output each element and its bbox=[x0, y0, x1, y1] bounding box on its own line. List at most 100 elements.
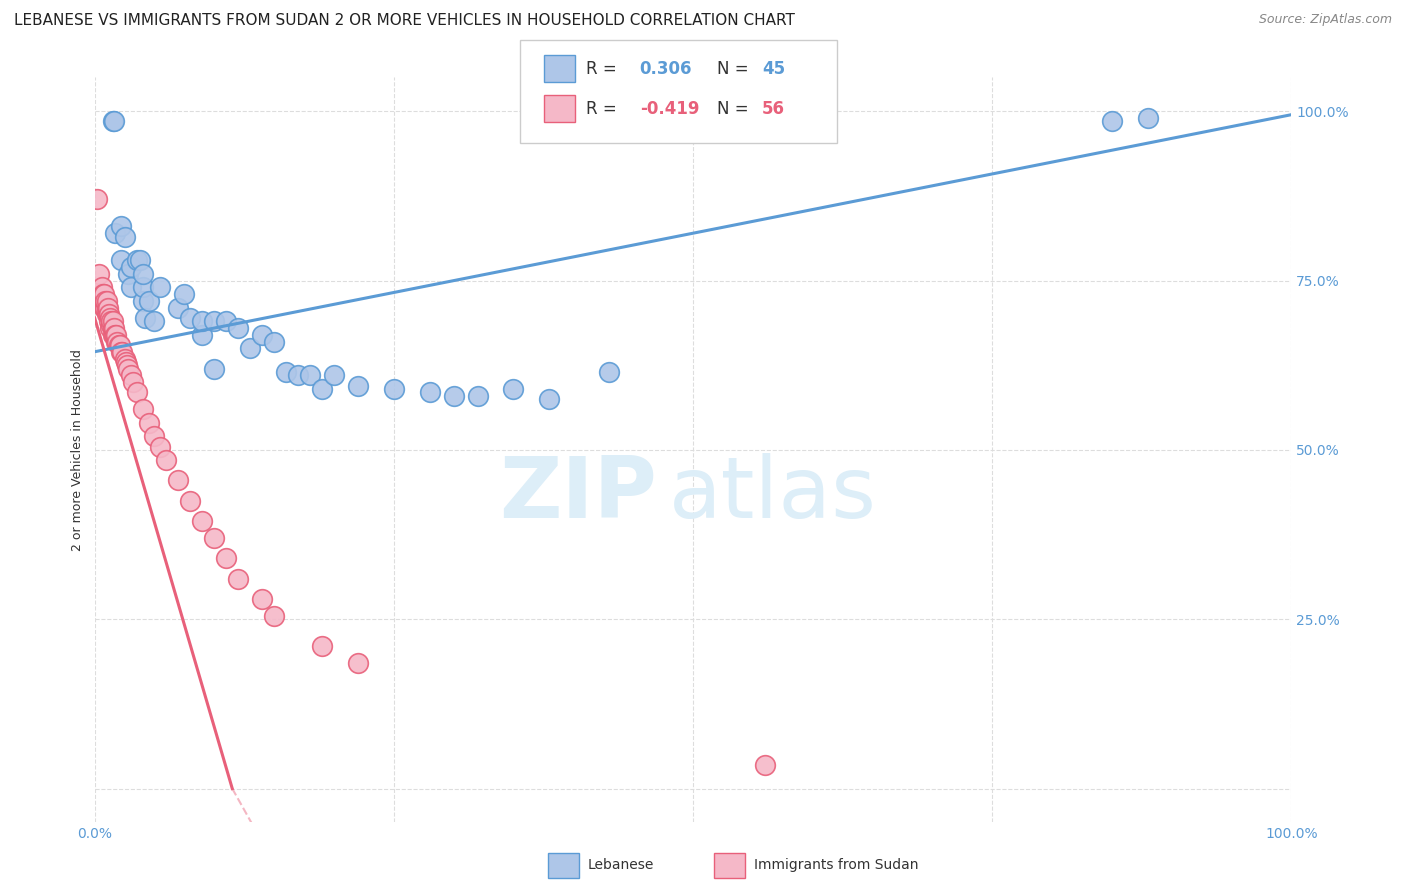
Point bbox=[110, 344, 132, 359]
Point bbox=[117, 361, 139, 376]
Point bbox=[263, 608, 285, 623]
Point bbox=[167, 301, 190, 315]
Point bbox=[104, 327, 127, 342]
Text: 56: 56 bbox=[762, 100, 785, 118]
Text: Source: ZipAtlas.com: Source: ZipAtlas.com bbox=[1258, 13, 1392, 27]
Point bbox=[114, 229, 136, 244]
Point bbox=[110, 219, 132, 234]
Point bbox=[91, 287, 114, 301]
Point bbox=[538, 392, 561, 406]
Point bbox=[101, 327, 124, 342]
Point bbox=[93, 301, 115, 315]
Point bbox=[179, 493, 201, 508]
Point bbox=[122, 375, 145, 389]
Point bbox=[443, 389, 465, 403]
Y-axis label: 2 or more Vehicles in Household: 2 or more Vehicles in Household bbox=[72, 349, 84, 551]
Point bbox=[98, 314, 121, 328]
Point bbox=[131, 280, 153, 294]
Point bbox=[108, 338, 131, 352]
Point bbox=[149, 280, 172, 294]
Point bbox=[134, 310, 156, 325]
Text: -0.419: -0.419 bbox=[640, 100, 699, 118]
Point bbox=[120, 260, 142, 274]
Point bbox=[239, 342, 262, 356]
Point bbox=[191, 314, 214, 328]
Point bbox=[103, 321, 125, 335]
Point bbox=[97, 301, 120, 315]
Point bbox=[467, 389, 489, 403]
Point bbox=[202, 361, 225, 376]
Point bbox=[276, 365, 298, 379]
Text: 0.306: 0.306 bbox=[640, 60, 692, 78]
Point bbox=[100, 318, 122, 332]
Point bbox=[103, 114, 125, 128]
Text: ZIP: ZIP bbox=[499, 453, 657, 536]
Point bbox=[93, 287, 115, 301]
Point bbox=[114, 355, 136, 369]
Point bbox=[125, 385, 148, 400]
Point bbox=[138, 416, 160, 430]
Text: atlas: atlas bbox=[669, 453, 877, 536]
Point bbox=[110, 253, 132, 268]
Point bbox=[98, 321, 121, 335]
Point bbox=[94, 301, 117, 315]
Point bbox=[191, 327, 214, 342]
Point bbox=[98, 308, 121, 322]
Point bbox=[101, 114, 124, 128]
Point bbox=[155, 453, 177, 467]
Point bbox=[131, 293, 153, 308]
Point bbox=[323, 368, 346, 383]
Point bbox=[299, 368, 322, 383]
Point bbox=[598, 365, 620, 379]
Point bbox=[287, 368, 309, 383]
Point bbox=[226, 572, 249, 586]
Point bbox=[101, 321, 124, 335]
Point bbox=[90, 280, 112, 294]
Point bbox=[103, 327, 125, 342]
Text: N =: N = bbox=[717, 100, 754, 118]
Text: Immigrants from Sudan: Immigrants from Sudan bbox=[754, 858, 918, 872]
Point bbox=[100, 314, 122, 328]
Point bbox=[311, 382, 333, 396]
Point bbox=[96, 308, 118, 322]
Point bbox=[202, 314, 225, 328]
Point bbox=[1136, 111, 1159, 125]
Point bbox=[502, 382, 524, 396]
Text: R =: R = bbox=[586, 60, 623, 78]
Point bbox=[149, 440, 172, 454]
Point bbox=[120, 368, 142, 383]
Point bbox=[115, 359, 138, 373]
Point bbox=[250, 327, 273, 342]
Point bbox=[90, 287, 112, 301]
Point bbox=[105, 327, 128, 342]
Point bbox=[104, 226, 127, 240]
Point bbox=[97, 308, 120, 322]
Point bbox=[347, 378, 370, 392]
Point bbox=[191, 514, 214, 528]
Point bbox=[129, 253, 152, 268]
Point bbox=[131, 267, 153, 281]
Point bbox=[143, 429, 166, 443]
Point bbox=[179, 310, 201, 325]
Point bbox=[215, 551, 238, 566]
Text: R =: R = bbox=[586, 100, 623, 118]
Point bbox=[94, 293, 117, 308]
Text: LEBANESE VS IMMIGRANTS FROM SUDAN 2 OR MORE VEHICLES IN HOUSEHOLD CORRELATION CH: LEBANESE VS IMMIGRANTS FROM SUDAN 2 OR M… bbox=[14, 13, 794, 29]
Text: N =: N = bbox=[717, 60, 754, 78]
Point bbox=[117, 267, 139, 281]
Point bbox=[89, 267, 111, 281]
Point bbox=[143, 314, 166, 328]
Point bbox=[111, 344, 134, 359]
Point bbox=[347, 657, 370, 671]
Point bbox=[226, 321, 249, 335]
Point bbox=[131, 402, 153, 417]
Point bbox=[138, 293, 160, 308]
Point bbox=[86, 192, 108, 206]
Point bbox=[98, 310, 121, 325]
Text: 45: 45 bbox=[762, 60, 785, 78]
Point bbox=[105, 334, 128, 349]
Point bbox=[1101, 114, 1123, 128]
Point bbox=[167, 474, 190, 488]
Point bbox=[114, 351, 136, 366]
Point bbox=[382, 382, 405, 396]
